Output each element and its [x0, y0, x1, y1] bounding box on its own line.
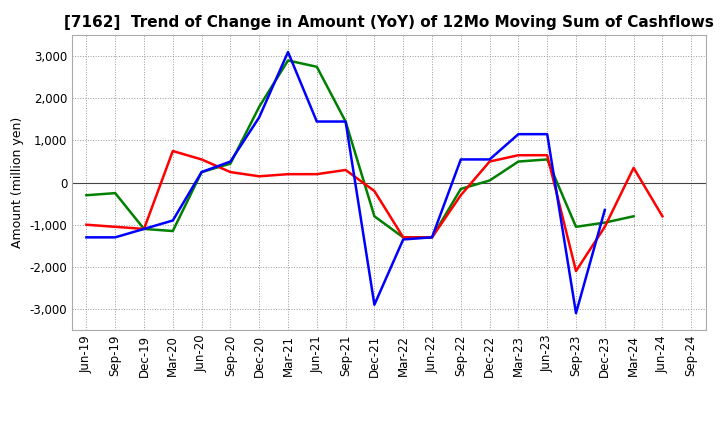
Operating Cashflow — [111, 224, 120, 230]
Investing Cashflow — [226, 161, 235, 166]
Investing Cashflow — [572, 224, 580, 230]
Free Cashflow — [485, 157, 494, 162]
Free Cashflow — [140, 226, 148, 231]
Free Cashflow — [428, 235, 436, 240]
Free Cashflow — [341, 119, 350, 124]
Free Cashflow — [284, 49, 292, 55]
Free Cashflow — [658, 197, 667, 202]
Investing Cashflow — [341, 119, 350, 124]
Operating Cashflow — [140, 226, 148, 231]
Free Cashflow — [399, 237, 408, 242]
Operating Cashflow — [370, 188, 379, 194]
Investing Cashflow — [82, 193, 91, 198]
Free Cashflow — [255, 115, 264, 120]
Investing Cashflow — [284, 58, 292, 63]
Free Cashflow — [312, 119, 321, 124]
Free Cashflow — [456, 157, 465, 162]
Free Cashflow — [168, 218, 177, 223]
Operating Cashflow — [168, 148, 177, 154]
Free Cashflow — [600, 207, 609, 213]
Operating Cashflow — [600, 224, 609, 230]
Operating Cashflow — [485, 159, 494, 164]
Operating Cashflow — [399, 235, 408, 240]
Operating Cashflow — [572, 268, 580, 274]
Investing Cashflow — [456, 186, 465, 191]
Operating Cashflow — [456, 193, 465, 198]
Investing Cashflow — [312, 64, 321, 70]
Investing Cashflow — [399, 235, 408, 240]
Investing Cashflow — [428, 235, 436, 240]
Investing Cashflow — [255, 104, 264, 110]
Free Cashflow — [572, 311, 580, 316]
Investing Cashflow — [600, 220, 609, 225]
Free Cashflow — [111, 235, 120, 240]
Free Cashflow — [543, 132, 552, 137]
Operating Cashflow — [312, 172, 321, 177]
Free Cashflow — [82, 235, 91, 240]
Operating Cashflow — [658, 214, 667, 219]
Operating Cashflow — [284, 172, 292, 177]
Line: Operating Cashflow: Operating Cashflow — [86, 151, 662, 271]
Operating Cashflow — [514, 153, 523, 158]
Free Cashflow — [514, 132, 523, 137]
Operating Cashflow — [543, 153, 552, 158]
Operating Cashflow — [226, 169, 235, 175]
Operating Cashflow — [629, 165, 638, 170]
Operating Cashflow — [255, 174, 264, 179]
Line: Investing Cashflow: Investing Cashflow — [86, 60, 634, 237]
Investing Cashflow — [168, 228, 177, 234]
Line: Free Cashflow: Free Cashflow — [86, 52, 662, 313]
Title: [7162]  Trend of Change in Amount (YoY) of 12Mo Moving Sum of Cashflows: [7162] Trend of Change in Amount (YoY) o… — [64, 15, 714, 30]
Investing Cashflow — [370, 214, 379, 219]
Free Cashflow — [226, 159, 235, 164]
Investing Cashflow — [111, 191, 120, 196]
Operating Cashflow — [82, 222, 91, 227]
Investing Cashflow — [543, 157, 552, 162]
Investing Cashflow — [140, 226, 148, 231]
Operating Cashflow — [428, 235, 436, 240]
Operating Cashflow — [341, 167, 350, 172]
Investing Cashflow — [629, 214, 638, 219]
Y-axis label: Amount (million yen): Amount (million yen) — [11, 117, 24, 248]
Free Cashflow — [197, 169, 206, 175]
Operating Cashflow — [197, 157, 206, 162]
Free Cashflow — [370, 302, 379, 308]
Investing Cashflow — [514, 159, 523, 164]
Investing Cashflow — [485, 178, 494, 183]
Investing Cashflow — [197, 169, 206, 175]
